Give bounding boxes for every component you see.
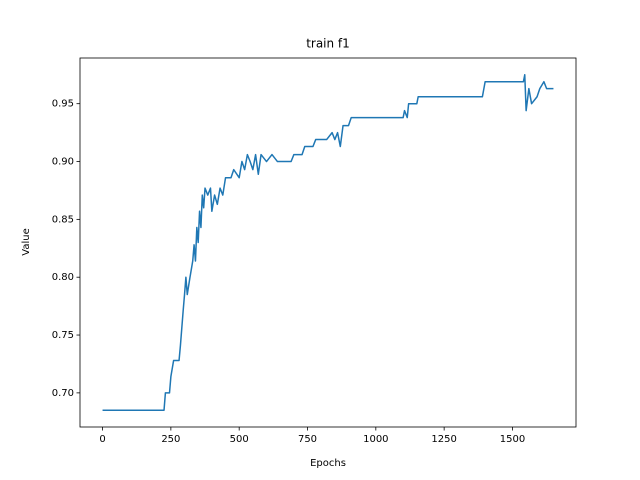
x-tick-label: 0 — [99, 434, 105, 445]
x-tick-label: 250 — [161, 434, 180, 445]
y-axis-label: Value — [21, 228, 32, 255]
y-tick-label: 0.90 — [52, 157, 74, 168]
x-axis-label: Epochs — [310, 458, 346, 469]
x-tick-label: 1000 — [363, 434, 388, 445]
x-tick-label: 750 — [298, 434, 317, 445]
chart-title: train f1 — [306, 37, 350, 51]
x-tick-label: 1500 — [500, 434, 525, 445]
y-tick-label: 0.85 — [52, 214, 74, 225]
axes-frame — [79, 57, 577, 428]
x-tick-label: 500 — [230, 434, 249, 445]
data-line — [102, 74, 554, 411]
x-tick-label: 1250 — [431, 434, 456, 445]
y-tick-label: 0.80 — [52, 272, 74, 283]
y-tick-label: 0.75 — [52, 330, 74, 341]
y-tick-label: 0.95 — [52, 99, 74, 110]
y-tick-label: 0.70 — [52, 388, 74, 399]
